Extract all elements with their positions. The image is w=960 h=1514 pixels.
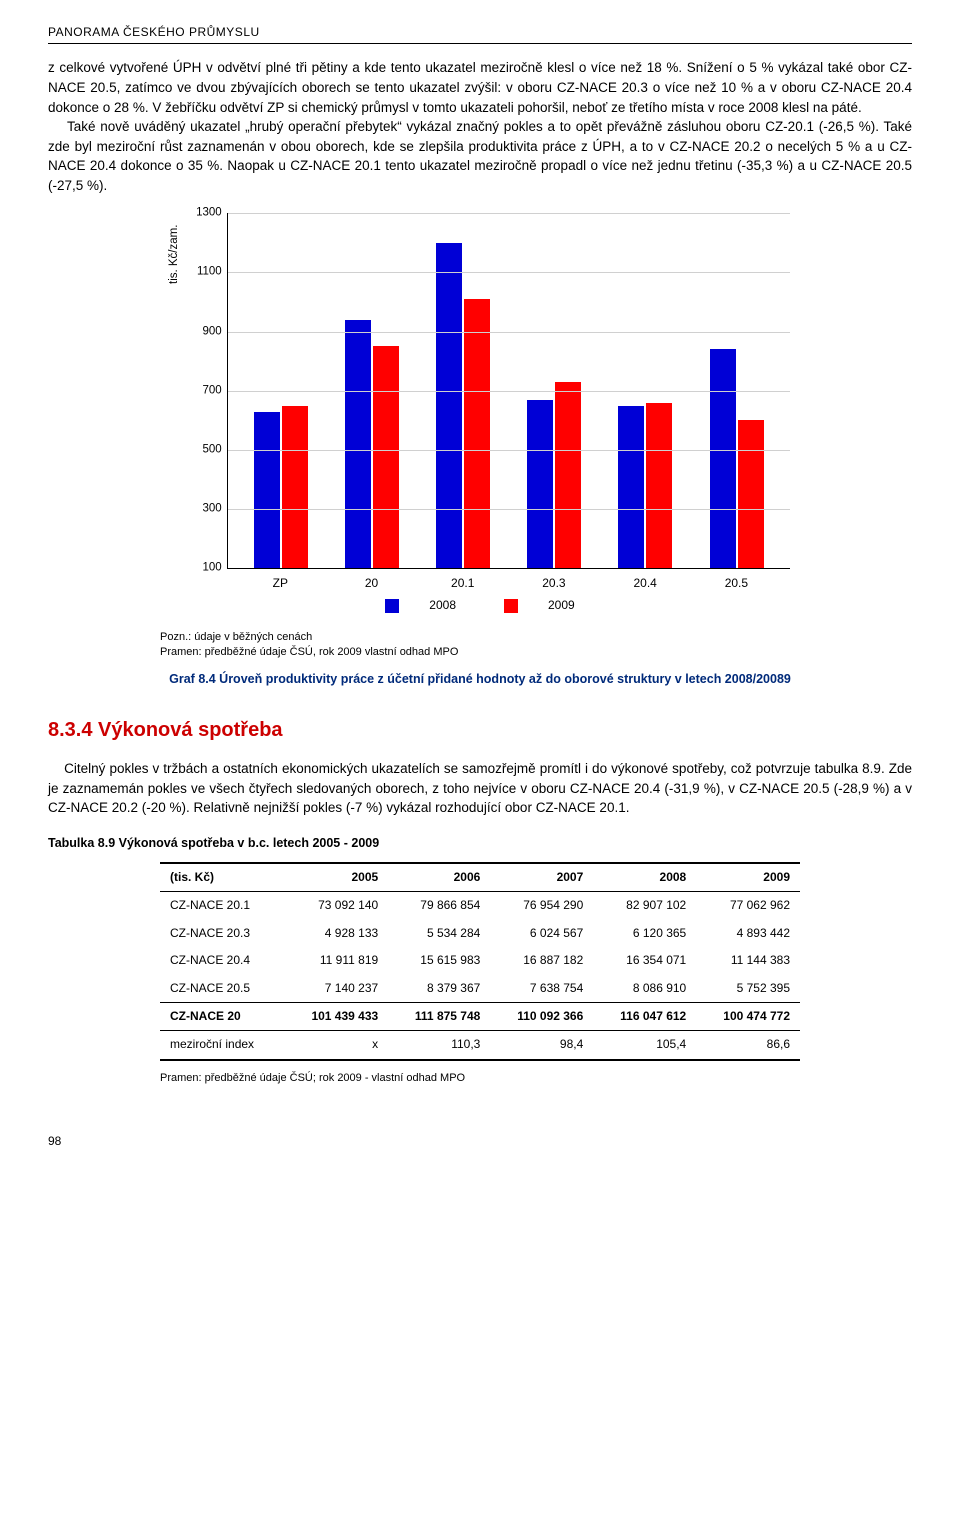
body-text: z celkové vytvořené ÚPH v odvětví plné t… [48, 58, 912, 195]
table-cell: 101 439 433 [284, 1002, 388, 1030]
table-cell: 77 062 962 [696, 892, 800, 920]
table-header-cell: 2006 [388, 863, 490, 892]
table-sum-row: CZ-NACE 20101 439 433111 875 748110 092 … [160, 1002, 800, 1030]
bar-chart: tis. Kč/zam. 10030050070090011001300 ZP2… [160, 213, 800, 688]
paragraph-2: Také nově uváděný ukazatel „hrubý operač… [48, 117, 912, 195]
table-row: CZ-NACE 20.411 911 81915 615 98316 887 1… [160, 947, 800, 974]
table-cell: 8 086 910 [593, 975, 696, 1003]
chart-bar [464, 299, 490, 568]
section-paragraph: Citelný pokles v tržbách a ostatních eko… [48, 759, 912, 818]
table-source: Pramen: předběžné údaje ČSÚ; rok 2009 - … [160, 1071, 800, 1087]
chart-bar [436, 243, 462, 568]
table-cell: 7 140 237 [284, 975, 388, 1003]
table-cell: 86,6 [696, 1031, 800, 1060]
table-row: CZ-NACE 20.57 140 2378 379 3677 638 7548… [160, 975, 800, 1003]
chart-legend-swatch [504, 599, 518, 613]
table-caption: Tabulka 8.9 Výkonová spotřeba v b.c. let… [48, 834, 912, 852]
table-cell: 110,3 [388, 1031, 490, 1060]
table-cell: meziroční index [160, 1031, 284, 1060]
table-cell: x [284, 1031, 388, 1060]
chart-bar [527, 400, 553, 569]
table-cell: CZ-NACE 20.3 [160, 920, 284, 947]
chart-xlabel: 20.4 [600, 571, 691, 593]
table-cell: CZ-NACE 20.1 [160, 892, 284, 920]
table-cell: 16 354 071 [593, 947, 696, 974]
data-table: (tis. Kč)20052006200720082009 CZ-NACE 20… [160, 862, 800, 1061]
table-cell: 5 752 395 [696, 975, 800, 1003]
chart-ytick: 1300 [182, 205, 222, 222]
chart-note-line2: Pramen: předběžné údaje ČSÚ, rok 2009 vl… [160, 645, 800, 660]
chart-ytick: 1100 [182, 264, 222, 281]
chart-bar [710, 349, 736, 568]
table-row: CZ-NACE 20.34 928 1335 534 2846 024 5676… [160, 920, 800, 947]
table-cell: 8 379 367 [388, 975, 490, 1003]
table-cell: 73 092 140 [284, 892, 388, 920]
chart-note-line1: Pozn.: údaje v běžných cenách [160, 630, 800, 645]
table-cell: 110 092 366 [490, 1002, 593, 1030]
table-cell: 4 928 133 [284, 920, 388, 947]
chart-legend: 2008 2009 [160, 597, 800, 618]
chart-xlabel: ZP [235, 571, 326, 593]
chart-ytick: 700 [182, 382, 222, 399]
chart-bar [345, 320, 371, 569]
chart-legend-label: 2008 [429, 597, 456, 614]
section-text: Citelný pokles v tržbách a ostatních eko… [48, 759, 912, 818]
table-header-cell: 2009 [696, 863, 800, 892]
chart-xlabel: 20.3 [508, 571, 599, 593]
chart-ylabel: tis. Kč/zam. [160, 219, 183, 289]
chart-xlabel: 20.5 [691, 571, 782, 593]
table-cell: 15 615 983 [388, 947, 490, 974]
chart-plot-area: 10030050070090011001300 [227, 213, 790, 569]
chart-note: Pozn.: údaje v běžných cenách Pramen: př… [160, 630, 800, 660]
table-cell: 7 638 754 [490, 975, 593, 1003]
chart-bar [373, 346, 399, 568]
chart-ytick: 500 [182, 442, 222, 459]
table-header-cell: 2008 [593, 863, 696, 892]
chart-bar [738, 420, 764, 568]
table-cell: 100 474 772 [696, 1002, 800, 1030]
chart-bar [555, 382, 581, 568]
table-row: CZ-NACE 20.173 092 14079 866 85476 954 2… [160, 892, 800, 920]
chart-bar [254, 412, 280, 569]
chart-ytick: 100 [182, 560, 222, 577]
table-cell: 98,4 [490, 1031, 593, 1060]
table-cell: 4 893 442 [696, 920, 800, 947]
chart-legend-swatch [385, 599, 399, 613]
page-header-title: PANORAMA ČESKÉHO PRŮMYSLU [48, 24, 912, 41]
table-cell: 11 144 383 [696, 947, 800, 974]
header-rule [48, 43, 912, 44]
chart-bar [282, 406, 308, 569]
table-cell: 11 911 819 [284, 947, 388, 974]
table-header-cell: (tis. Kč) [160, 863, 284, 892]
chart-legend-label: 2009 [548, 597, 575, 614]
table-cell: 5 534 284 [388, 920, 490, 947]
chart-bar [618, 406, 644, 569]
chart-xlabel: 20.1 [417, 571, 508, 593]
section-heading: 8.3.4 Výkonová spotřeba [48, 716, 912, 745]
chart-legend-item: 2008 [373, 597, 468, 614]
table-cell: CZ-NACE 20 [160, 1002, 284, 1030]
chart-xlabel: 20 [326, 571, 417, 593]
table-cell: CZ-NACE 20.5 [160, 975, 284, 1003]
table-cell: 105,4 [593, 1031, 696, 1060]
table-index-row: meziroční indexx110,398,4105,486,6 [160, 1031, 800, 1060]
chart-legend-item: 2009 [492, 597, 587, 614]
table-cell: 6 120 365 [593, 920, 696, 947]
paragraph-1: z celkové vytvořené ÚPH v odvětví plné t… [48, 58, 912, 117]
table-header-cell: 2007 [490, 863, 593, 892]
chart-bar [646, 403, 672, 569]
chart-ytick: 300 [182, 501, 222, 518]
chart-ytick: 900 [182, 323, 222, 340]
table-cell: 82 907 102 [593, 892, 696, 920]
table-cell: 79 866 854 [388, 892, 490, 920]
table-cell: 16 887 182 [490, 947, 593, 974]
table-cell: 116 047 612 [593, 1002, 696, 1030]
table-cell: CZ-NACE 20.4 [160, 947, 284, 974]
table-cell: 6 024 567 [490, 920, 593, 947]
table-cell: 76 954 290 [490, 892, 593, 920]
table-cell: 111 875 748 [388, 1002, 490, 1030]
page-number: 98 [48, 1133, 912, 1150]
chart-title: Graf 8.4 Úroveň produktivity práce z úče… [160, 670, 800, 688]
table-header-cell: 2005 [284, 863, 388, 892]
